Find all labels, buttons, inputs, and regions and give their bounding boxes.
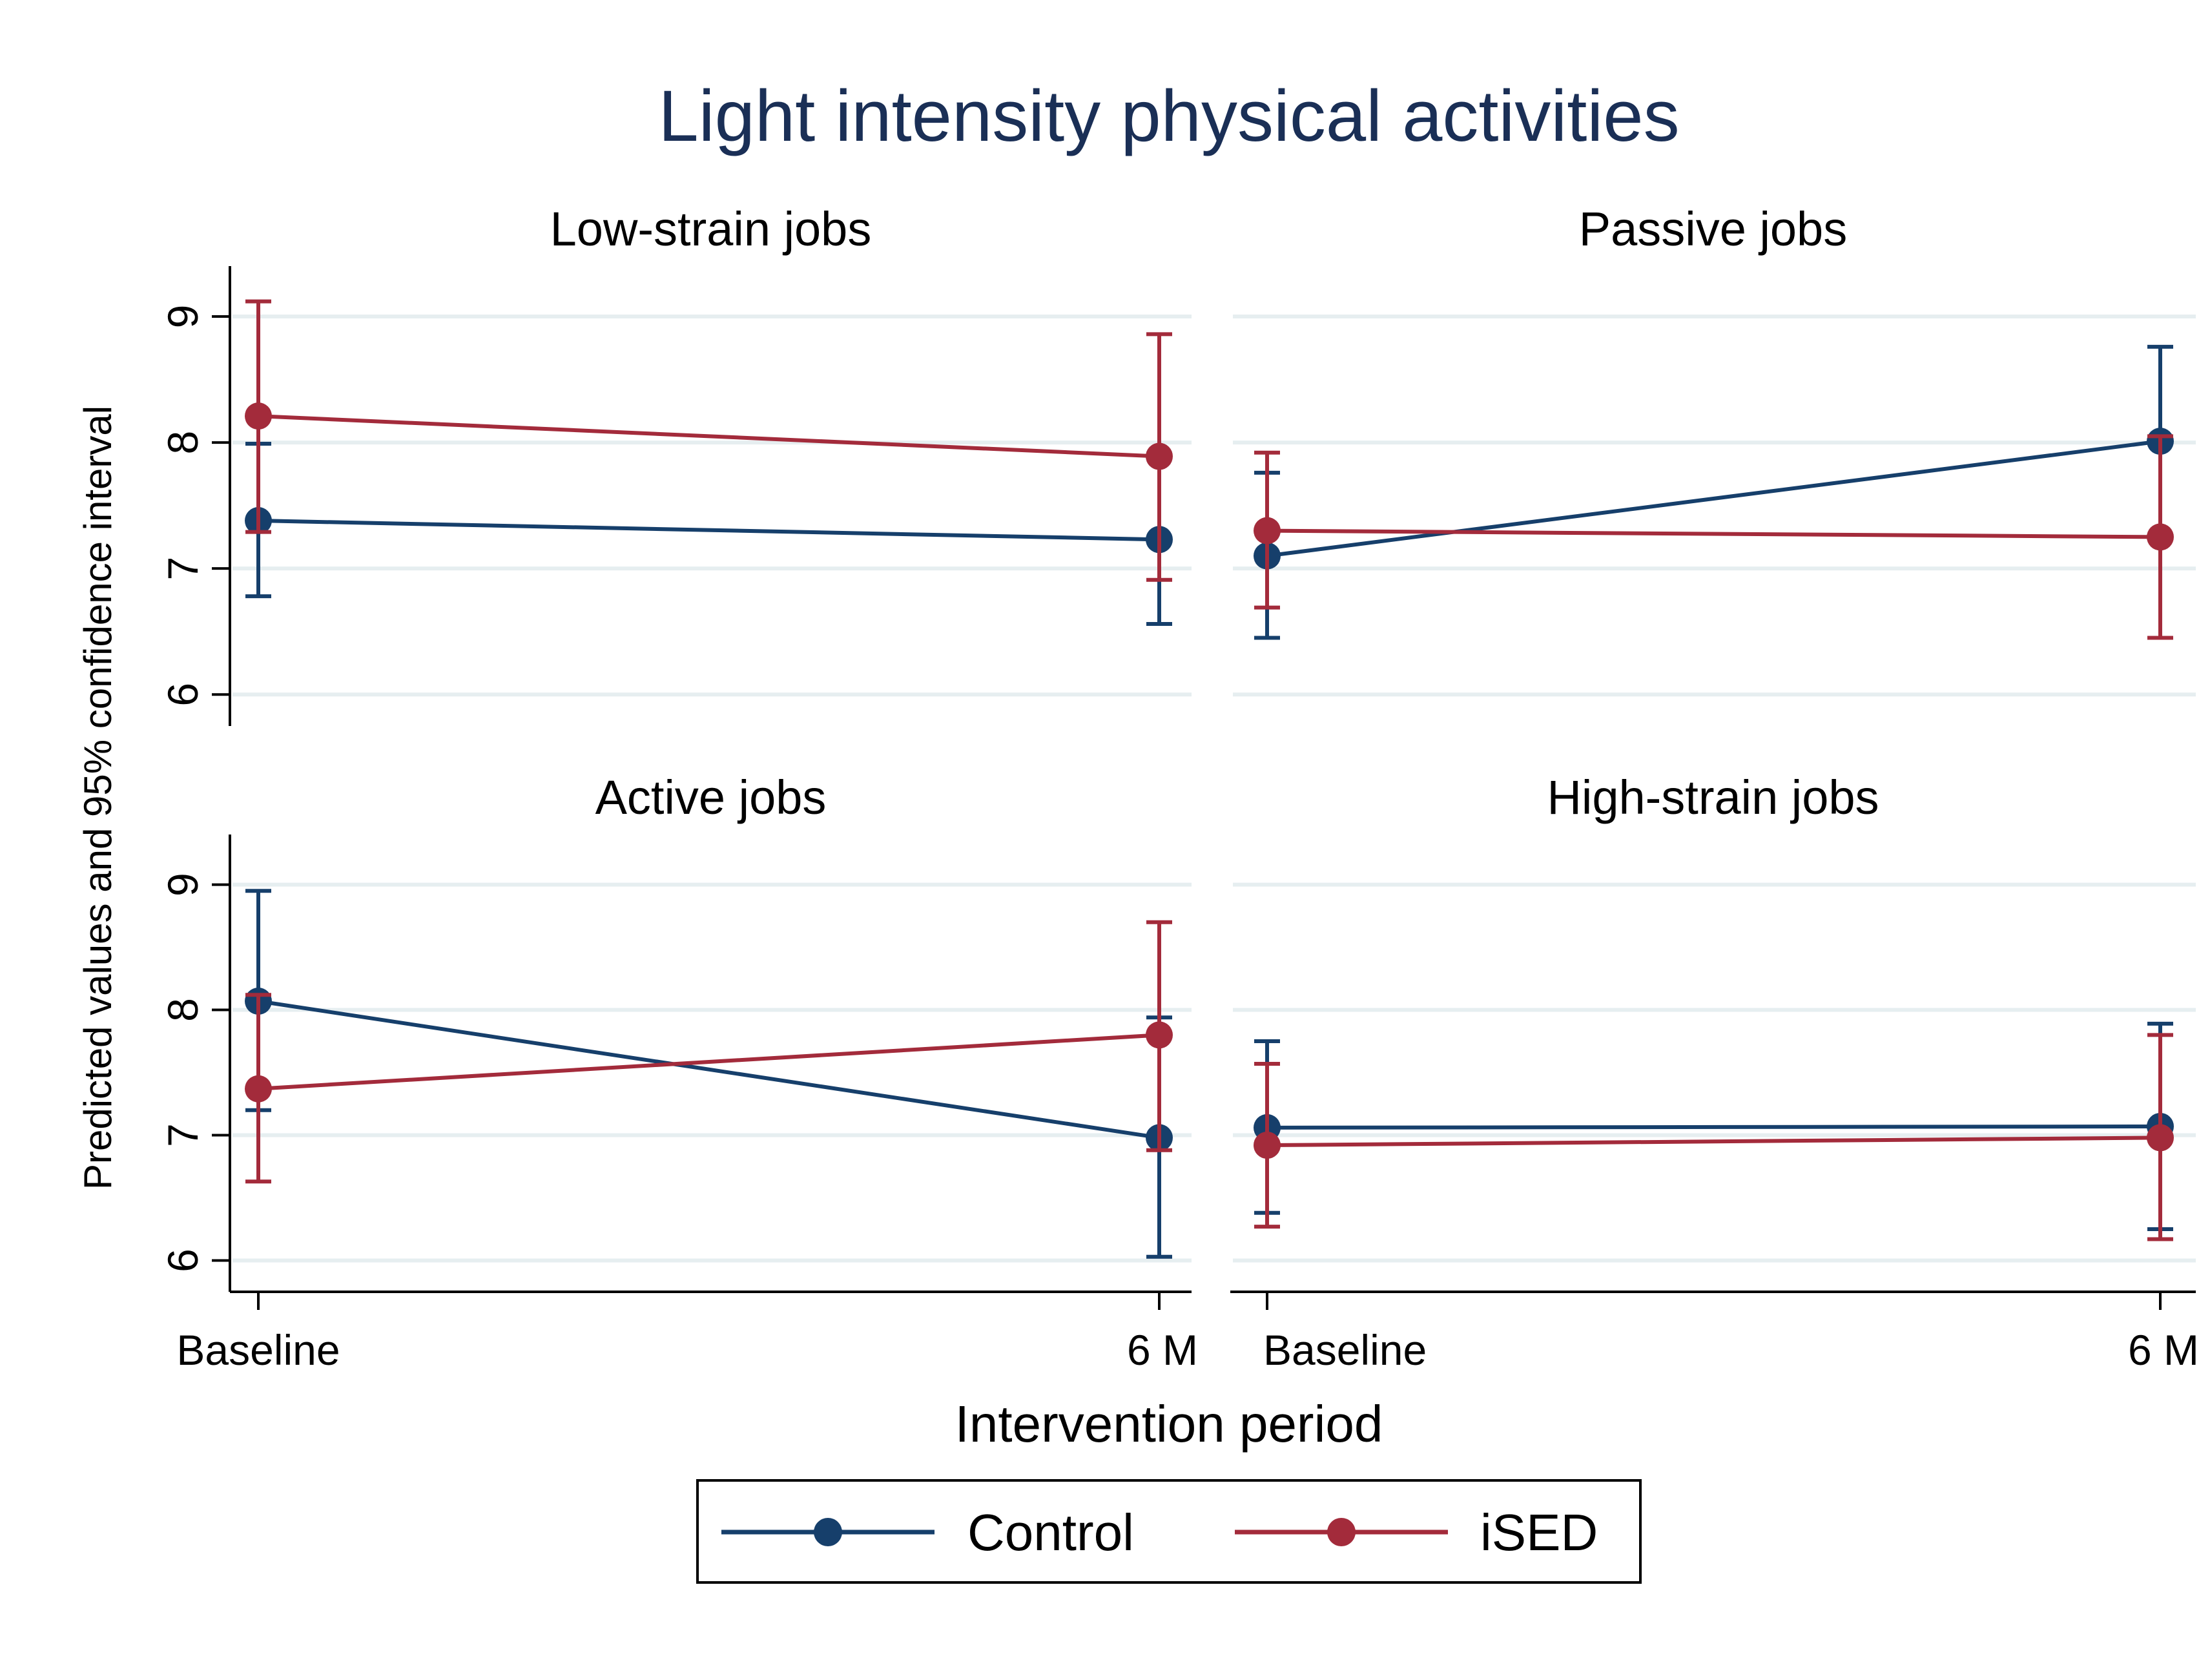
y-tick-label: 8 — [159, 431, 207, 455]
point-ised-baseline — [1254, 1132, 1281, 1159]
panel-title-low-strain-jobs: Low-strain jobs — [550, 202, 872, 256]
y-tick-label: 6 — [159, 1249, 207, 1272]
series-line-control — [258, 999, 1160, 1140]
legend-label-control: Control — [967, 1504, 1134, 1561]
series-line-ised — [1266, 528, 2161, 539]
legend-item-control: Control — [721, 1504, 1134, 1561]
x-tick-label-baseline: Baseline — [1263, 1326, 1427, 1374]
panel-title-active-jobs: Active jobs — [595, 771, 827, 824]
panel-title-high-strain-jobs: High-strain jobs — [1547, 771, 1879, 824]
series-line-control — [1266, 439, 2161, 558]
panel-high-strain-jobs: High-strain jobs Baseline 6 M — [1230, 771, 2199, 1374]
series-line-ised — [1266, 1136, 2161, 1148]
y-tick-label: 8 — [159, 998, 207, 1022]
x-tick-label-baseline: Baseline — [176, 1326, 340, 1374]
legend-label-ised: iSED — [1480, 1504, 1598, 1561]
series-ised — [1254, 1033, 2174, 1241]
y-tick-label: 9 — [159, 305, 207, 329]
legend-marker-ised — [1327, 1518, 1356, 1546]
y-tick-label: 9 — [159, 873, 207, 897]
panel-title-passive-jobs: Passive jobs — [1579, 202, 1847, 256]
panel-low-strain-jobs: Low-strain jobs 6 7 8 9 — [159, 202, 1192, 726]
legend-box — [696, 1479, 1642, 1584]
legend: Control iSED — [696, 1479, 1642, 1584]
series-line-control — [1266, 1124, 2161, 1130]
y-tick-label: 7 — [159, 557, 207, 581]
x-tick-label-6-m: 6 M — [1127, 1326, 1198, 1374]
figure-title: Light intensity physical activities — [658, 76, 1679, 156]
point-ised-6-m — [2147, 523, 2174, 551]
series-line-ised — [258, 414, 1160, 459]
y-axis-label: Predicted values and 95% confidence inte… — [76, 406, 119, 1190]
series-line-control — [258, 519, 1160, 542]
point-ised-baseline — [245, 1075, 272, 1103]
panel-passive-jobs: Passive jobs — [1233, 202, 2196, 697]
x-axis-label: Intervention period — [955, 1395, 1383, 1453]
panel-active-jobs: Active jobs 6 7 8 9 Baseline 6 M — [159, 771, 1198, 1374]
series-ised — [245, 299, 1173, 582]
series-line-ised — [258, 1033, 1160, 1091]
legend-item-ised: iSED — [1235, 1504, 1598, 1561]
point-ised-baseline — [245, 402, 272, 430]
panel-grid: Low-strain jobs 6 7 8 9 Passive jobs Active jo… — [159, 202, 2199, 1374]
legend-marker-control — [814, 1518, 842, 1546]
y-tick-label: 7 — [159, 1123, 207, 1147]
series-ised — [245, 920, 1173, 1184]
point-ised-6-m — [1146, 1021, 1173, 1049]
point-ised-baseline — [1254, 517, 1281, 544]
series-ised — [1254, 434, 2174, 640]
y-tick-label: 6 — [159, 683, 207, 707]
point-ised-6-m — [1146, 442, 1173, 470]
x-tick-label-6-m: 6 M — [2128, 1326, 2199, 1374]
point-ised-6-m — [2147, 1124, 2174, 1152]
